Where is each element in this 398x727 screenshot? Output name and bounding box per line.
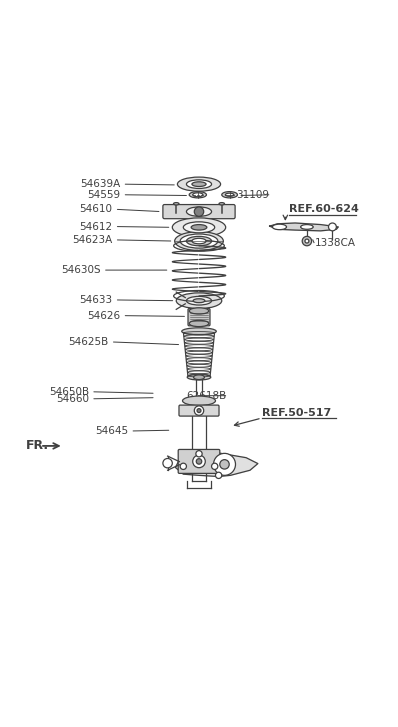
Circle shape (196, 459, 202, 464)
Text: 54626: 54626 (88, 310, 121, 321)
Circle shape (194, 406, 204, 415)
Circle shape (305, 239, 309, 243)
Ellipse shape (180, 234, 218, 248)
Ellipse shape (225, 193, 234, 196)
Text: 62618B: 62618B (186, 390, 226, 401)
FancyBboxPatch shape (188, 308, 210, 326)
Ellipse shape (174, 203, 179, 205)
Text: 54645: 54645 (95, 426, 129, 436)
Ellipse shape (189, 192, 207, 198)
Text: 54610: 54610 (80, 204, 113, 214)
Ellipse shape (176, 293, 222, 308)
Text: 54559: 54559 (88, 190, 121, 200)
Text: FR.: FR. (26, 439, 49, 452)
Text: 54660: 54660 (56, 394, 89, 403)
Circle shape (194, 207, 204, 217)
Text: 54630S: 54630S (61, 265, 101, 275)
Ellipse shape (186, 236, 212, 246)
Ellipse shape (193, 299, 205, 302)
Ellipse shape (186, 180, 212, 188)
Ellipse shape (189, 308, 209, 314)
Ellipse shape (272, 224, 287, 230)
Text: 31109: 31109 (237, 190, 269, 200)
Text: REF.50-517: REF.50-517 (262, 408, 331, 417)
Text: 54639A: 54639A (80, 179, 121, 189)
Text: 54625B: 54625B (68, 337, 109, 347)
FancyBboxPatch shape (163, 204, 235, 219)
Ellipse shape (182, 328, 216, 335)
Polygon shape (176, 451, 258, 476)
Circle shape (196, 451, 202, 457)
Ellipse shape (189, 321, 209, 326)
Ellipse shape (186, 297, 212, 305)
Circle shape (163, 459, 172, 468)
Text: 54623A: 54623A (72, 235, 113, 245)
Text: 54612: 54612 (80, 222, 113, 231)
Ellipse shape (183, 396, 215, 406)
Ellipse shape (186, 207, 212, 217)
Circle shape (215, 473, 222, 478)
Ellipse shape (183, 222, 215, 233)
Ellipse shape (193, 193, 203, 197)
Circle shape (193, 455, 205, 467)
Ellipse shape (300, 225, 313, 229)
Ellipse shape (219, 203, 224, 205)
Circle shape (213, 454, 236, 475)
Circle shape (212, 463, 218, 470)
Circle shape (180, 463, 186, 470)
Polygon shape (269, 223, 338, 231)
Ellipse shape (187, 374, 211, 380)
Text: REF.60-624: REF.60-624 (289, 204, 359, 214)
FancyBboxPatch shape (178, 449, 220, 473)
Ellipse shape (175, 232, 223, 251)
Circle shape (220, 459, 229, 469)
Ellipse shape (172, 218, 226, 237)
FancyBboxPatch shape (179, 405, 219, 416)
Circle shape (197, 409, 201, 412)
Ellipse shape (222, 192, 238, 198)
Circle shape (302, 236, 312, 246)
Ellipse shape (192, 182, 206, 187)
Ellipse shape (192, 238, 206, 244)
Ellipse shape (193, 375, 205, 379)
Ellipse shape (191, 225, 207, 230)
Text: 54650B: 54650B (49, 387, 89, 397)
Ellipse shape (178, 177, 220, 191)
Text: 54633: 54633 (80, 295, 113, 305)
Circle shape (328, 223, 336, 231)
Text: 1338CA: 1338CA (315, 238, 356, 248)
